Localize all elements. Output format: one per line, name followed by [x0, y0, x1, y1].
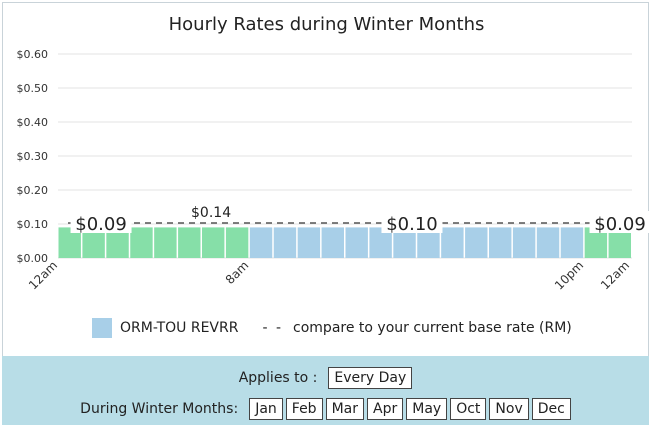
month-button-apr[interactable]: Apr [367, 398, 404, 420]
month-button-oct[interactable]: Oct [450, 398, 487, 420]
y-tick-label: $0.10 [17, 218, 49, 231]
bar [178, 227, 201, 258]
rate-label-bg [589, 211, 651, 233]
bar [489, 227, 512, 258]
legend: ORM-TOU REVRR - - compare to your curren… [92, 318, 572, 338]
rate-label-bg [70, 211, 132, 233]
bar [560, 227, 584, 258]
bar [273, 227, 297, 258]
bar [512, 227, 536, 258]
x-tick-label: 12am [598, 258, 632, 292]
month-button-mar[interactable]: Mar [325, 398, 364, 420]
months-row: During Winter Months: Jan Feb Mar Apr Ma… [2, 398, 649, 420]
months-label: During Winter Months: [80, 401, 239, 417]
filter-panel: Applies to : Every Day During Winter Mon… [2, 356, 649, 425]
legend-swatch [92, 318, 112, 338]
bar [345, 227, 368, 258]
bar [202, 227, 225, 258]
bar [417, 227, 440, 258]
legend-compare-label: compare to your current base rate (RM) [293, 320, 572, 336]
bar [82, 227, 105, 258]
bar [297, 227, 321, 258]
rate-label: $0.14 [191, 205, 231, 221]
applies-label: Applies to : [238, 370, 318, 386]
bar [465, 227, 488, 258]
month-button-dec[interactable]: Dec [531, 398, 571, 420]
y-tick-label: $0.00 [17, 252, 49, 265]
x-axis-ticks: 12am 8am 10pm 12am [26, 258, 632, 292]
bar [106, 227, 129, 258]
x-tick-label: 8am [223, 258, 252, 287]
rate-label: $0.10 [386, 214, 438, 235]
rate-label: $0.09 [75, 214, 127, 235]
legend-dash-icon: - - [262, 320, 284, 336]
y-tick-label: $0.20 [17, 184, 49, 197]
bar [130, 227, 153, 258]
applies-value-button[interactable]: Every Day [328, 367, 413, 389]
rate-chart: $0.00 $0.10 $0.20 $0.30 $0.40 $0.50 $0.60 $0.0… [16, 48, 651, 293]
bar [321, 227, 344, 258]
x-tick-label: 10pm [552, 258, 586, 292]
bars [58, 227, 631, 258]
month-button-feb[interactable]: Feb [285, 398, 323, 420]
bar [608, 227, 631, 258]
applies-row: Applies to : Every Day [2, 367, 649, 389]
month-button-may[interactable]: May [406, 398, 448, 420]
bar [584, 227, 608, 258]
y-tick-label: $0.60 [17, 48, 49, 61]
bar [369, 227, 392, 258]
month-button-jan[interactable]: Jan [249, 398, 283, 420]
bar [58, 227, 81, 258]
y-tick-label: $0.40 [17, 116, 49, 129]
bar [393, 227, 416, 258]
y-axis-ticks: $0.00 $0.10 $0.20 $0.30 $0.40 $0.50 $0.60 [17, 48, 49, 265]
rate-label: $0.09 [594, 214, 646, 235]
bar [154, 227, 177, 258]
y-tick-label: $0.50 [17, 82, 49, 95]
bar [536, 227, 560, 258]
bar [225, 227, 249, 258]
rate-label-bg [381, 211, 443, 233]
chart-title: Hourly Rates during Winter Months [168, 14, 485, 35]
bar [441, 227, 464, 258]
y-tick-label: $0.30 [17, 150, 49, 163]
rate-labels: $0.09 $0.14 $0.10 $0.09 [70, 205, 651, 235]
grid-lines [58, 53, 632, 259]
legend-series-label: ORM-TOU REVRR [120, 320, 239, 336]
bar [249, 227, 273, 258]
month-button-nov[interactable]: Nov [489, 398, 529, 420]
